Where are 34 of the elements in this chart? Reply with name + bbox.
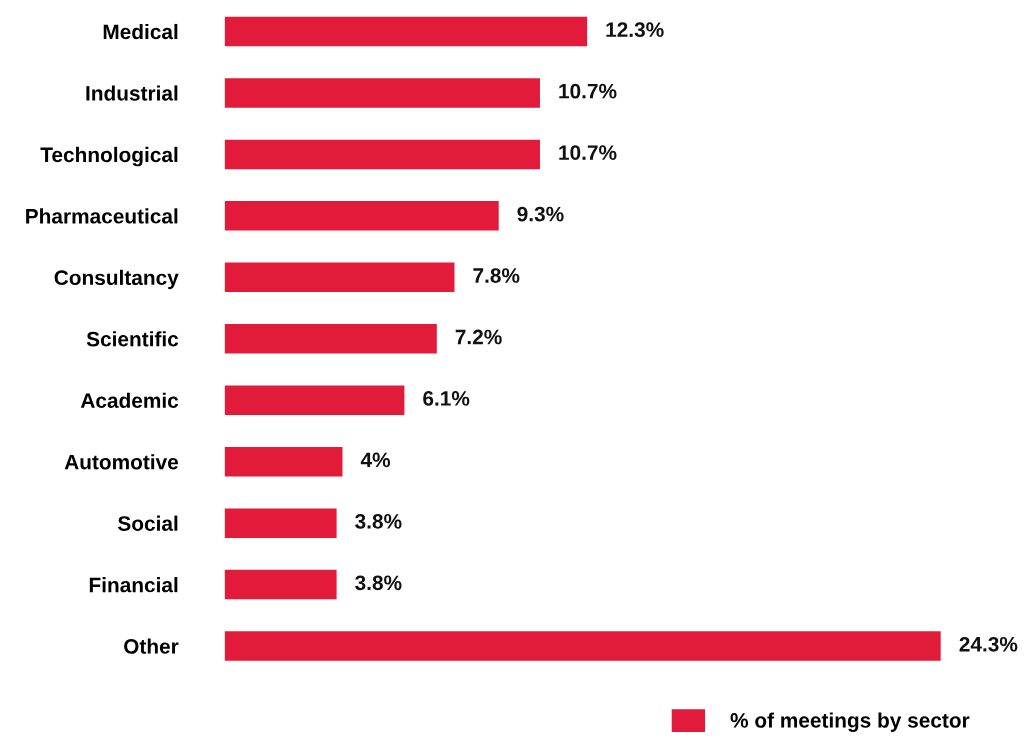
bar	[224, 78, 540, 108]
data-label: 7.8%	[473, 268, 520, 283]
data-label: 10.7%	[559, 83, 617, 99]
data-label: 7.2%	[455, 329, 502, 345]
data-label: 9.3%	[517, 206, 564, 222]
y-tick-label: Pharmaceutical	[26, 208, 178, 224]
bar	[224, 569, 337, 600]
data-label: 12.3%	[606, 22, 664, 38]
bar	[224, 446, 343, 477]
y-tick-label: Scientific	[86, 331, 179, 347]
data-label: 6.1%	[423, 391, 470, 406]
data-label: 4%	[360, 452, 391, 468]
legend-label: % of meetings by sector	[730, 712, 970, 732]
y-tick-label: Technological	[40, 146, 178, 167]
data-label: 10.7%	[559, 145, 617, 160]
data-label: 24.3%	[959, 636, 1018, 652]
y-tick-label: Automotive	[64, 454, 179, 470]
bar	[224, 262, 455, 293]
bar	[224, 631, 941, 661]
y-tick-label: Medical	[103, 23, 178, 40]
bar	[224, 324, 437, 354]
bar	[224, 385, 405, 415]
y-tick-label: Academic	[80, 392, 179, 408]
y-tick-label: Social	[117, 515, 178, 531]
y-tick-label: Financial	[89, 577, 178, 593]
bar	[224, 201, 499, 231]
data-label: 3.8%	[355, 575, 402, 591]
bar	[224, 139, 540, 170]
bar	[224, 16, 588, 47]
y-tick-label: Consultancy	[54, 269, 179, 290]
y-tick-label: Other	[124, 638, 179, 654]
bar	[224, 508, 337, 538]
data-label: 3.8%	[355, 513, 402, 529]
y-tick-label: Industrial	[86, 85, 178, 101]
